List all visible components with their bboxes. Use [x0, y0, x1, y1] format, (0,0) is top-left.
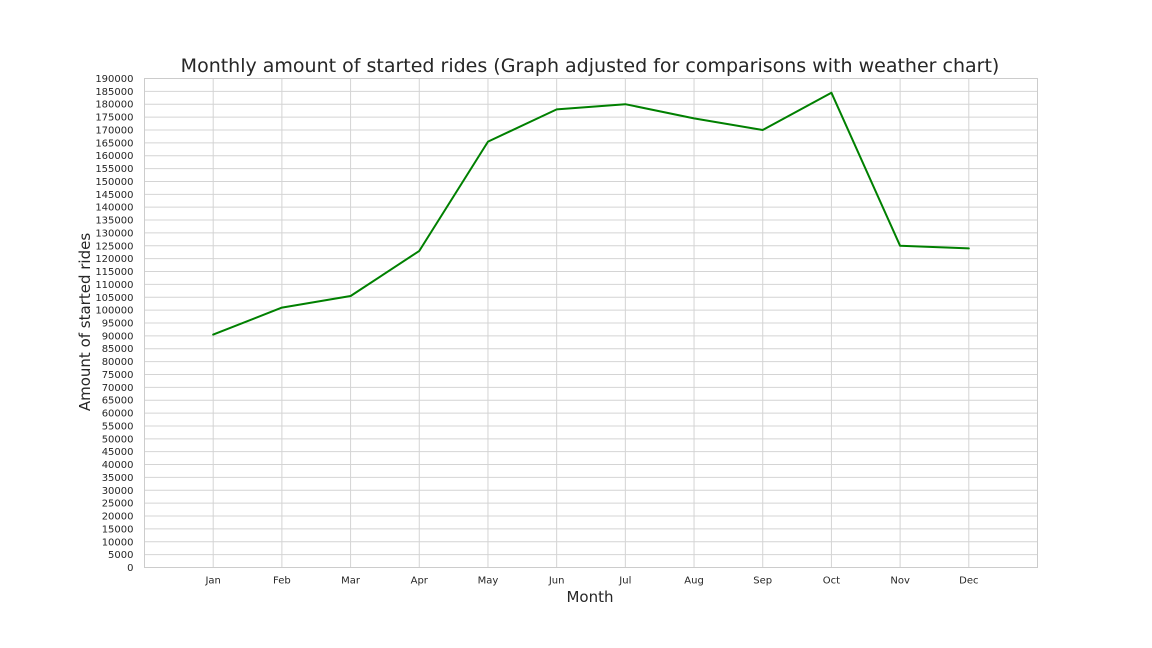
- x-tick-label: Feb: [273, 576, 291, 587]
- y-tick-label: 115000: [95, 267, 133, 278]
- y-tick-label: 130000: [95, 228, 133, 239]
- y-tick-label: 105000: [95, 293, 133, 304]
- y-tick-label: 140000: [95, 203, 133, 214]
- x-tick-label: Jan: [204, 576, 220, 587]
- series-layer: [212, 91, 970, 336]
- y-tick-label: 5000: [108, 550, 133, 561]
- y-tick-label: 145000: [95, 190, 133, 201]
- x-axis-ticks: Jan Feb Mar Apr May Jun Jul Aug Sep Oct Nov Dec: [204, 576, 978, 587]
- chart-title: Monthly amount of started rides (Graph a…: [181, 55, 1000, 77]
- y-tick-label: 0: [127, 563, 133, 574]
- y-tick-label: 150000: [95, 177, 133, 188]
- y-tick-label: 30000: [102, 486, 134, 497]
- y-tick-label: 35000: [102, 473, 134, 484]
- x-tick-label: Jul: [618, 576, 631, 587]
- y-tick-label: 40000: [102, 460, 134, 471]
- y-tick-label: 80000: [102, 357, 134, 368]
- y-tick-label: 155000: [95, 164, 133, 175]
- y-tick-label: 75000: [102, 370, 134, 381]
- y-tick-label: 10000: [102, 537, 134, 548]
- y-tick-label: 170000: [95, 125, 133, 136]
- y-tick-label: 85000: [102, 344, 134, 355]
- y-tick-label: 95000: [102, 319, 134, 330]
- y-tick-label: 50000: [102, 434, 134, 445]
- x-tick-label: Jun: [548, 576, 565, 587]
- x-tick-label: Apr: [411, 576, 429, 587]
- y-tick-label: 45000: [102, 447, 134, 458]
- x-tick-label: Aug: [684, 576, 704, 587]
- x-tick-label: Nov: [890, 576, 910, 587]
- y-tick-label: 20000: [102, 512, 134, 523]
- y-tick-label: 15000: [102, 524, 134, 535]
- x-tick-label: Oct: [823, 576, 840, 587]
- y-tick-label: 190000: [95, 74, 133, 85]
- grid-lines: [144, 78, 1038, 568]
- y-tick-label: 160000: [95, 151, 133, 162]
- y-tick-label: 110000: [95, 280, 133, 291]
- y-tick-label: 180000: [95, 100, 133, 111]
- y-tick-label: 60000: [102, 409, 134, 420]
- y-axis-label: Amount of started rides: [76, 233, 94, 411]
- y-tick-label: 70000: [102, 383, 134, 394]
- y-tick-label: 135000: [95, 216, 133, 227]
- y-tick-label: 55000: [102, 421, 134, 432]
- x-tick-label: Mar: [341, 576, 361, 587]
- y-tick-label: 165000: [95, 138, 133, 149]
- y-tick-label: 65000: [102, 396, 134, 407]
- plot-frame: [144, 78, 1038, 568]
- y-tick-label: 125000: [95, 241, 133, 252]
- x-axis-label: Month: [566, 588, 613, 606]
- y-tick-label: 175000: [95, 113, 133, 124]
- y-tick-label: 90000: [102, 331, 134, 342]
- series-line: [212, 91, 970, 336]
- x-tick-label: Dec: [959, 576, 978, 587]
- y-tick-label: 185000: [95, 87, 133, 98]
- y-tick-label: 100000: [95, 306, 133, 317]
- x-tick-label: Sep: [753, 576, 772, 587]
- y-tick-label: 25000: [102, 499, 134, 510]
- y-tick-label: 120000: [95, 254, 133, 265]
- x-tick-label: May: [478, 576, 499, 587]
